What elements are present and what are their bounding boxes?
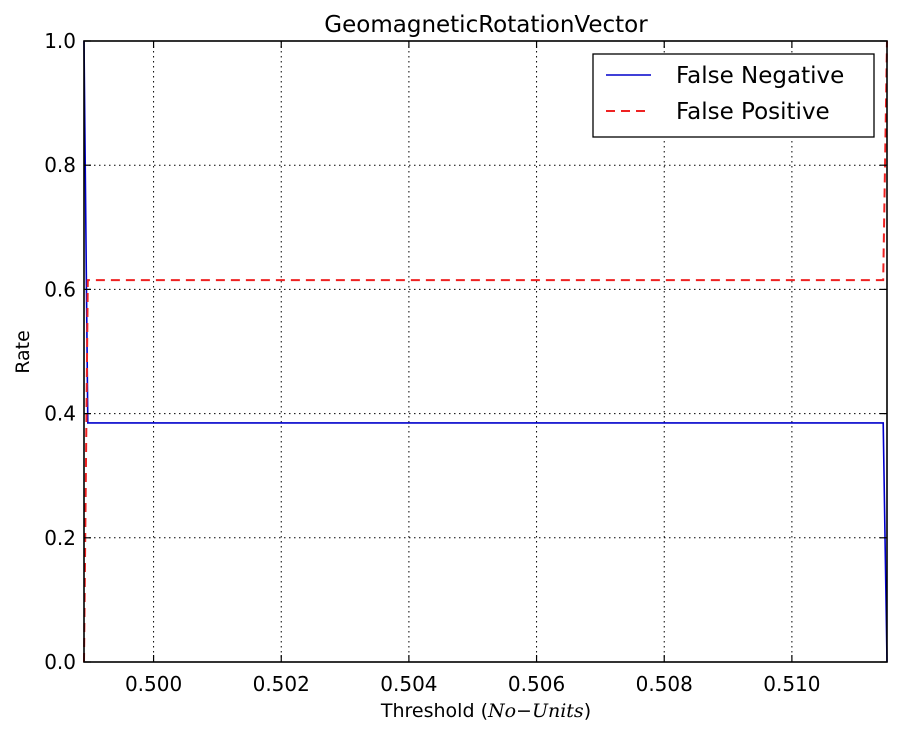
x-axis-title-paren-open: ( <box>481 700 488 722</box>
series-line-false-positive <box>83 40 888 663</box>
x-tick-label: 0.510 <box>763 672 820 696</box>
x-tick-label: 0.508 <box>636 672 693 696</box>
x-axis-title-paren-close: ) <box>584 700 591 722</box>
x-axis-title-units: No−Units <box>487 700 584 722</box>
legend-label-false-negative: False Negative <box>676 63 844 89</box>
chart-title: GeomagneticRotationVector <box>324 12 648 38</box>
y-tick-label: 0.6 <box>44 277 76 301</box>
series-line-false-negative <box>83 40 888 663</box>
y-tick-label: 1.0 <box>44 29 76 53</box>
y-tick-label: 0.2 <box>44 526 76 550</box>
y-tick-label: 0.4 <box>44 402 76 426</box>
grid-layer <box>84 41 887 662</box>
plot-frame <box>83 40 888 663</box>
legend-box <box>592 53 875 138</box>
series-layer <box>83 40 888 663</box>
y-tick-label: 0.8 <box>44 153 76 177</box>
y-tick-label: 0.0 <box>44 650 76 674</box>
legend-label-false-positive: False Positive <box>676 99 830 125</box>
x-tick-label: 0.502 <box>253 672 310 696</box>
legend: False Negative False Positive <box>592 53 875 138</box>
x-tick-label: 0.504 <box>380 672 437 696</box>
x-axis-title-text: Threshold <box>380 700 481 722</box>
x-tick-label: 0.506 <box>508 672 565 696</box>
tick-layer: 0.500 0.502 0.504 0.506 0.508 0.510 0.0 0.2 0.4 0… <box>44 29 887 696</box>
x-tick-label: 0.500 <box>125 672 182 696</box>
y-axis-title: Rate <box>12 330 34 374</box>
x-axis-title: Threshold (No−Units) <box>380 700 591 722</box>
